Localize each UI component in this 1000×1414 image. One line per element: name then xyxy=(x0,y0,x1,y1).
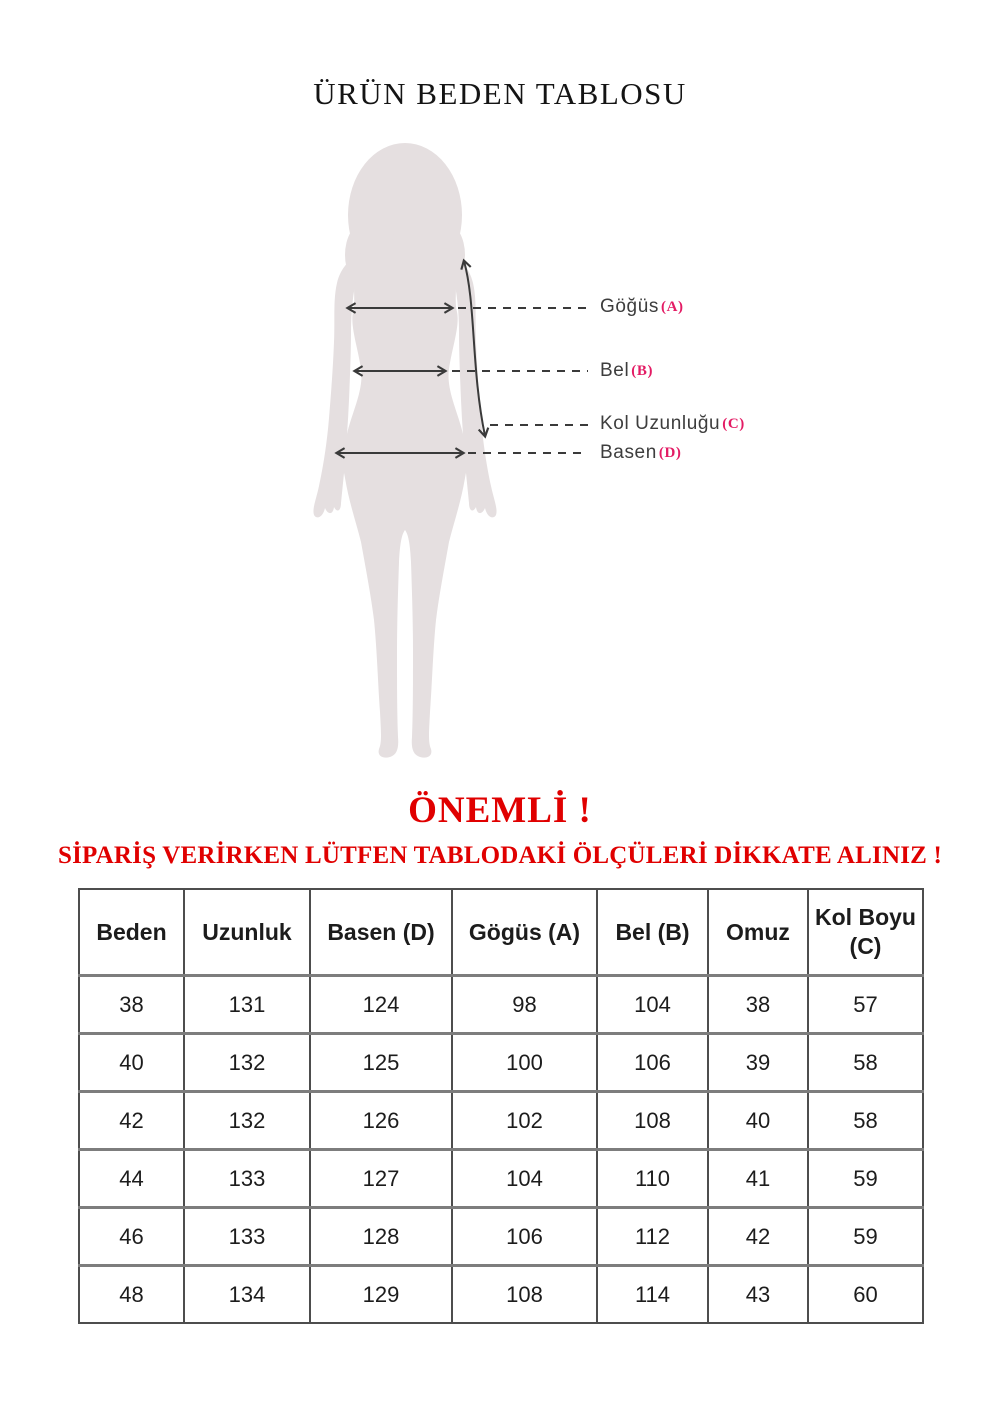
column-header: Uzunluk xyxy=(183,888,311,977)
measurement-label-basen: Basen (D) xyxy=(600,442,682,464)
important-heading: ÖNEMLİ ! xyxy=(408,790,592,831)
table-row: 38 131 124 98 104 38 57 xyxy=(78,974,924,1035)
measurement-label-kol-uzunlugu: Kol Uzunluğu (C) xyxy=(600,413,745,435)
measurement-diagram: Göğüs (A) Bel (B) Kol Uzunluğu (C) Basen (D) xyxy=(0,120,1000,768)
measurement-name: Göğüs xyxy=(600,296,659,317)
measurement-name: Basen xyxy=(600,442,657,463)
measurement-key: (D) xyxy=(658,445,682,461)
table-cell: 58 xyxy=(807,1090,924,1151)
table-row: 48 134 129 108 114 43 60 xyxy=(78,1264,924,1324)
measurement-key: (A) xyxy=(660,299,684,315)
table-cell: 44 xyxy=(78,1148,185,1209)
table-cell: 128 xyxy=(309,1206,453,1267)
table-row: 42 132 126 102 108 40 58 xyxy=(78,1090,924,1151)
table-cell: 127 xyxy=(309,1148,453,1209)
table-cell: 114 xyxy=(596,1264,709,1324)
table-cell: 133 xyxy=(183,1206,311,1267)
table-cell: 60 xyxy=(807,1264,924,1324)
table-cell: 42 xyxy=(78,1090,185,1151)
size-table: Beden Uzunluk Basen (D) Gögüs (A) Bel (B) Omu… xyxy=(78,888,924,1324)
column-header: Omuz xyxy=(707,888,809,977)
table-cell: 125 xyxy=(309,1032,453,1093)
table-cell: 133 xyxy=(183,1148,311,1209)
page-title: ÜRÜN BEDEN TABLOSU xyxy=(313,76,687,111)
table-cell: 41 xyxy=(707,1148,809,1209)
column-header: Gögüs (A) xyxy=(451,888,598,977)
table-cell: 102 xyxy=(451,1090,598,1151)
table-cell: 98 xyxy=(451,974,598,1035)
table-cell: 39 xyxy=(707,1032,809,1093)
table-cell: 57 xyxy=(807,974,924,1035)
table-cell: 59 xyxy=(807,1206,924,1267)
table-cell: 38 xyxy=(78,974,185,1035)
table-cell: 106 xyxy=(451,1206,598,1267)
table-row: 44 133 127 104 110 41 59 xyxy=(78,1148,924,1209)
table-cell: 40 xyxy=(78,1032,185,1093)
table-cell: 59 xyxy=(807,1148,924,1209)
table-row: 40 132 125 100 106 39 58 xyxy=(78,1032,924,1093)
table-cell: 124 xyxy=(309,974,453,1035)
size-table-header-row: Beden Uzunluk Basen (D) Gögüs (A) Bel (B) Omu… xyxy=(78,888,924,977)
column-header: Kol Boyu (C) xyxy=(807,888,924,977)
column-header: Beden xyxy=(78,888,185,977)
table-cell: 43 xyxy=(707,1264,809,1324)
table-cell: 48 xyxy=(78,1264,185,1324)
table-cell: 131 xyxy=(183,974,311,1035)
measurement-label-gogus: Göğüs (A) xyxy=(600,296,684,318)
important-subheading: SİPARİŞ VERİRKEN LÜTFEN TABLODAKİ ÖLÇÜLE… xyxy=(58,842,942,869)
column-header: Basen (D) xyxy=(309,888,453,977)
table-cell: 100 xyxy=(451,1032,598,1093)
table-cell: 106 xyxy=(596,1032,709,1093)
measurement-name: Kol Uzunluğu xyxy=(600,413,721,434)
measurement-label-bel: Bel (B) xyxy=(600,360,653,382)
table-cell: 38 xyxy=(707,974,809,1035)
table-cell: 126 xyxy=(309,1090,453,1151)
table-cell: 132 xyxy=(183,1090,311,1151)
measurement-key: (B) xyxy=(631,363,654,379)
table-cell: 108 xyxy=(451,1264,598,1324)
table-cell: 46 xyxy=(78,1206,185,1267)
measurement-name: Bel xyxy=(600,360,630,381)
measurement-arrows xyxy=(334,258,588,459)
table-cell: 104 xyxy=(451,1148,598,1209)
table-cell: 40 xyxy=(707,1090,809,1151)
female-silhouette-figure xyxy=(313,143,588,758)
table-cell: 104 xyxy=(596,974,709,1035)
table-row: 46 133 128 106 112 42 59 xyxy=(78,1206,924,1267)
table-cell: 42 xyxy=(707,1206,809,1267)
body-silhouette xyxy=(313,143,497,758)
table-cell: 134 xyxy=(183,1264,311,1324)
column-header: Bel (B) xyxy=(596,888,709,977)
table-cell: 58 xyxy=(807,1032,924,1093)
table-cell: 108 xyxy=(596,1090,709,1151)
table-cell: 132 xyxy=(183,1032,311,1093)
table-cell: 129 xyxy=(309,1264,453,1324)
size-table-body: 38 131 124 98 104 38 57 40 132 125 100 106 39 58 42 132… xyxy=(78,974,924,1324)
table-cell: 112 xyxy=(596,1206,709,1267)
measurement-key: (C) xyxy=(722,416,745,432)
table-cell: 110 xyxy=(596,1148,709,1209)
